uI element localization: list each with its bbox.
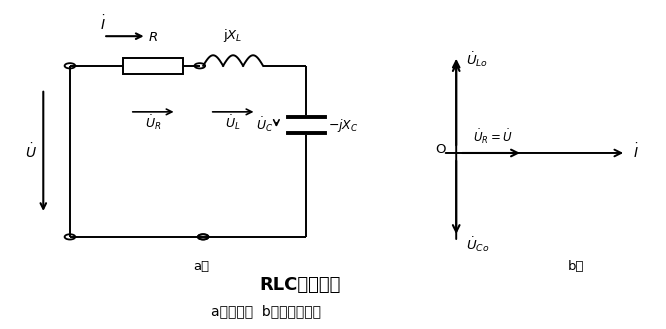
Text: $\dot{I}$: $\dot{I}$ [101, 14, 106, 33]
Text: $\dot{I}$: $\dot{I}$ [633, 142, 639, 161]
Text: a）电路图  b）谐振相量图: a）电路图 b）谐振相量图 [211, 304, 322, 318]
Text: $\dot{U}_L$: $\dot{U}_L$ [225, 114, 241, 132]
Text: $\dot{U}$: $\dot{U}$ [25, 142, 37, 161]
Text: RLC串联谐振: RLC串联谐振 [259, 276, 340, 293]
Text: $\dot{U}_R{=}\dot{U}$: $\dot{U}_R{=}\dot{U}$ [473, 128, 513, 146]
FancyBboxPatch shape [123, 58, 183, 74]
Text: R: R [149, 31, 158, 44]
Text: $\dot{U}_C$: $\dot{U}_C$ [256, 116, 273, 134]
Text: $\dot{U}_R$: $\dot{U}_R$ [145, 114, 161, 132]
Text: O: O [436, 143, 446, 156]
Text: $\dot{U}_{Lo}$: $\dot{U}_{Lo}$ [466, 50, 488, 68]
Text: $-jX_C$: $-jX_C$ [328, 116, 358, 134]
Text: j$X_L$: j$X_L$ [223, 27, 243, 44]
Text: b）: b） [568, 260, 584, 273]
Text: $\dot{U}_{Co}$: $\dot{U}_{Co}$ [466, 235, 490, 254]
Text: a）: a） [193, 260, 210, 273]
